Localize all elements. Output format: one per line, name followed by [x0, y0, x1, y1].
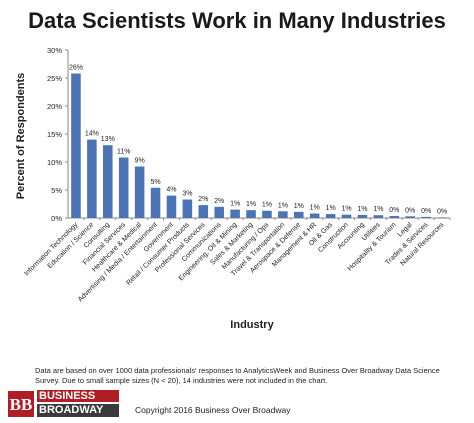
bar [294, 211, 304, 218]
data-label: 1% [326, 205, 336, 212]
bar [246, 210, 256, 218]
bar [373, 215, 384, 218]
bar [309, 213, 320, 218]
data-label: 1% [262, 202, 272, 209]
bar [325, 214, 336, 218]
business-broadway-logo: BB BUSINESS BROADWAY [8, 389, 120, 419]
data-label: 1% [310, 205, 320, 212]
data-label: 9% [135, 157, 145, 164]
data-label: 1% [373, 206, 383, 213]
data-label: 3% [182, 191, 192, 198]
bar [118, 157, 129, 218]
data-label: 1% [341, 206, 351, 213]
data-label: 5% [150, 179, 160, 186]
bar [166, 195, 177, 218]
bar [87, 139, 97, 218]
bar [437, 217, 447, 219]
footnote: Data are based on over 1000 data profess… [35, 366, 440, 385]
logo-line-1: BUSINESS [37, 390, 119, 402]
data-label: 11% [117, 149, 131, 156]
bar [357, 214, 368, 218]
data-label: 13% [101, 136, 115, 143]
bar [103, 145, 113, 218]
y-tick-label: 10% [47, 158, 62, 167]
y-axis-label: Percent of Respondents [15, 73, 27, 200]
data-label: 0% [389, 207, 399, 214]
bar [214, 206, 224, 218]
data-label: 1% [230, 201, 240, 208]
bar [389, 216, 400, 218]
bar [262, 210, 272, 218]
bar [278, 211, 288, 218]
data-label: 0% [405, 207, 415, 214]
y-tick-label: 5% [51, 186, 62, 195]
bar [421, 216, 431, 218]
data-label: 2% [198, 196, 208, 203]
y-tick-label: 30% [47, 46, 62, 55]
data-label: 1% [357, 206, 367, 213]
data-label: 26% [69, 65, 83, 72]
data-label: 1% [278, 202, 288, 209]
data-label: 0% [437, 208, 447, 215]
x-axis-label: Industry [230, 319, 274, 331]
bar [134, 166, 145, 218]
y-ticks: 0% 5% 10% 15% 20% 25% 30% [47, 46, 68, 223]
data-label: 1% [294, 203, 304, 210]
y-axis-label-group: Percent of Respondents [15, 73, 27, 200]
y-tick-label: 15% [47, 130, 62, 139]
logo-mark: BB [8, 391, 34, 417]
y-tick-label: 20% [47, 102, 62, 111]
bar [71, 73, 81, 219]
bar [198, 205, 209, 218]
data-label: 1% [246, 201, 256, 208]
bar-chart: Percent of Respondents 26% 14%13%11% 9% 5% 4… [15, 46, 451, 331]
bar [341, 214, 352, 218]
copyright-text: Copyright 2016 Business Over Broadway [135, 405, 291, 415]
data-label: 4% [166, 187, 176, 194]
y-tick-label: 0% [51, 214, 62, 223]
bar [182, 199, 193, 218]
data-label: 14% [85, 131, 99, 138]
bar [405, 216, 415, 218]
data-labels: 26% 14%13%11% 9% 5% 4% 3% 2% 2% 1% 1% 1% 1% 1% 1% 1% 1%… [69, 65, 447, 216]
logo-mark-text: BB [10, 395, 33, 414]
y-tick-label: 25% [47, 74, 62, 83]
logo-line-2: BROADWAY [37, 404, 119, 417]
bar [230, 209, 240, 218]
chart-title: Data Scientists Work in Many Industries [28, 8, 446, 33]
data-label: 0% [421, 208, 431, 215]
data-label: 2% [214, 198, 224, 205]
bar [150, 187, 161, 218]
bars [71, 73, 447, 219]
